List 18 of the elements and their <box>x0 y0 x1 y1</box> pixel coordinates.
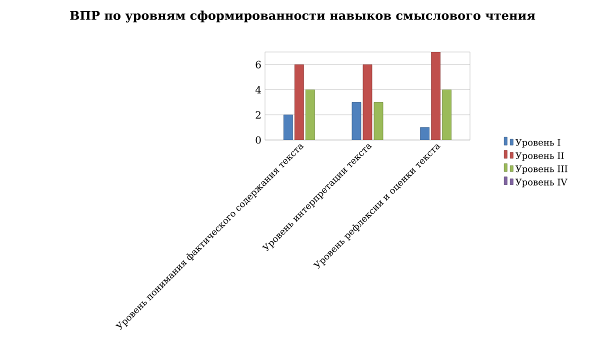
bar <box>352 102 362 140</box>
bar <box>283 114 293 140</box>
bar <box>362 64 372 140</box>
bar <box>294 64 304 140</box>
bar <box>305 90 315 140</box>
bar <box>420 127 430 140</box>
y-tick-label: 2 <box>256 111 260 119</box>
y-tick-label: 0 <box>256 136 261 144</box>
legend-label: Уровень I <box>515 139 560 148</box>
legend-label: Уровень IV <box>515 178 568 188</box>
legend-label: Уровень II <box>515 152 564 161</box>
bar <box>442 90 452 140</box>
y-tick-label: 4 <box>255 86 261 94</box>
chart-title: ВПР по уровням сформированности навыков смыслового чтения <box>70 10 536 22</box>
y-tick-label: 6 <box>256 60 261 68</box>
bar <box>431 52 441 140</box>
legend-label: Уровень III <box>515 166 568 174</box>
bar <box>374 102 384 140</box>
